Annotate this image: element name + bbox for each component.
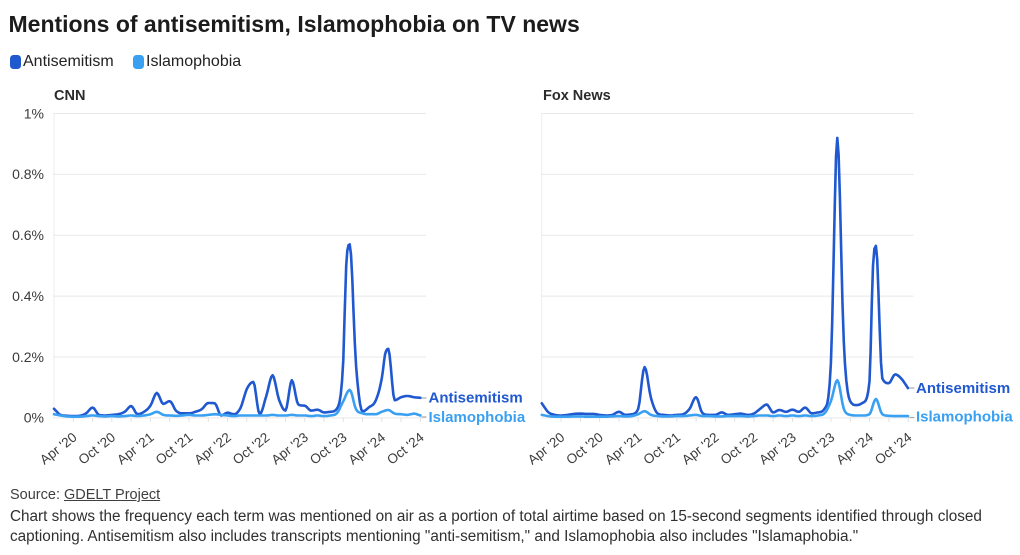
svg-text:Oct '22: Oct '22 (718, 430, 761, 468)
svg-text:Apr '24: Apr '24 (833, 429, 876, 467)
svg-text:Islamophobia: Islamophobia (916, 409, 1013, 426)
svg-text:Apr '23: Apr '23 (268, 430, 311, 468)
svg-text:Oct '23: Oct '23 (795, 430, 838, 468)
svg-text:Oct '20: Oct '20 (563, 430, 606, 468)
svg-text:Oct '23: Oct '23 (307, 430, 350, 468)
svg-text:CNN: CNN (54, 88, 85, 104)
svg-text:0.2%: 0.2% (12, 349, 44, 365)
svg-text:1%: 1% (24, 105, 44, 121)
svg-text:Apr '22: Apr '22 (191, 430, 234, 468)
svg-text:Fox News: Fox News (543, 88, 611, 104)
svg-text:Apr '21: Apr '21 (602, 430, 645, 468)
svg-text:Apr '24: Apr '24 (346, 429, 389, 467)
svg-text:Islamophobia: Islamophobia (429, 409, 526, 426)
svg-text:Antisemitism: Antisemitism (916, 380, 1010, 397)
svg-text:Oct '24: Oct '24 (384, 429, 427, 467)
svg-text:Apr '22: Apr '22 (679, 430, 722, 468)
svg-text:Oct '21: Oct '21 (153, 430, 196, 468)
svg-text:Oct '20: Oct '20 (76, 430, 119, 468)
svg-text:0%: 0% (24, 410, 44, 426)
svg-text:Antisemitism: Antisemitism (429, 390, 523, 407)
svg-text:Oct '21: Oct '21 (641, 430, 684, 468)
svg-text:0.8%: 0.8% (12, 166, 44, 182)
svg-text:Apr '21: Apr '21 (114, 430, 157, 468)
svg-text:Apr '20: Apr '20 (37, 430, 80, 468)
svg-text:Apr '20: Apr '20 (525, 430, 568, 468)
svg-text:Oct '24: Oct '24 (872, 429, 915, 467)
svg-text:Oct '22: Oct '22 (230, 430, 273, 468)
svg-text:0.6%: 0.6% (12, 227, 44, 243)
svg-text:0.4%: 0.4% (12, 288, 44, 304)
svg-text:Apr '23: Apr '23 (756, 430, 799, 468)
